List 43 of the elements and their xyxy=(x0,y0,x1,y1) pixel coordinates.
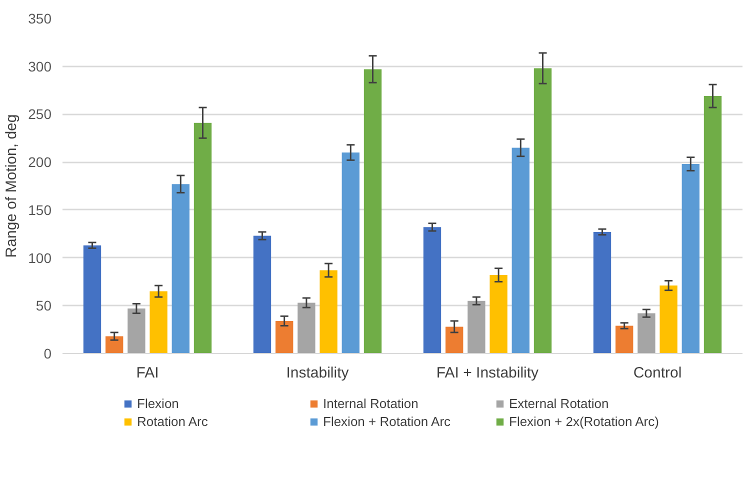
bar xyxy=(83,245,102,354)
bar xyxy=(616,326,634,354)
bar xyxy=(172,184,190,354)
y-axis-title: Range of Motion, deg xyxy=(3,114,20,258)
x-tick-label: FAI + Instability xyxy=(436,364,540,382)
bar xyxy=(194,122,212,354)
bar xyxy=(446,326,464,354)
y-tick-label: 300 xyxy=(28,58,52,74)
bar xyxy=(423,227,442,354)
legend-label: Internal Rotation xyxy=(323,395,420,411)
x-tick-label: Instability xyxy=(286,364,350,382)
legend-label: Rotation Arc xyxy=(137,413,209,429)
bar xyxy=(534,68,552,354)
legend-label: Flexion + Rotation Arc xyxy=(323,413,452,429)
legend-label: External Rotation xyxy=(509,395,610,411)
legend-label: Flexion + 2x(Rotation Arc) xyxy=(509,413,660,429)
bar xyxy=(512,148,530,354)
y-tick-label: 350 xyxy=(28,10,52,26)
bar xyxy=(106,336,124,354)
x-tick-label: FAI xyxy=(136,364,159,382)
y-tick-label: 250 xyxy=(28,106,52,122)
y-tick-label: 150 xyxy=(28,202,52,218)
bar xyxy=(364,69,382,354)
bar xyxy=(253,236,272,354)
bar xyxy=(342,152,360,354)
bar xyxy=(490,275,508,354)
bar xyxy=(660,286,678,354)
bar xyxy=(128,308,146,354)
bar xyxy=(638,313,656,354)
bar xyxy=(468,300,486,354)
x-tick-label: Control xyxy=(633,364,682,382)
bar xyxy=(276,320,294,354)
y-tick-label: 100 xyxy=(28,250,52,266)
y-tick-label: 200 xyxy=(28,154,52,170)
legend-label: Flexion xyxy=(137,395,180,411)
y-tick-label: 50 xyxy=(36,298,52,314)
bar xyxy=(682,164,700,354)
bar xyxy=(298,302,316,354)
y-tick-label: 0 xyxy=(44,346,52,362)
bar xyxy=(320,270,338,354)
bar xyxy=(150,291,168,354)
bar xyxy=(704,96,722,354)
bar xyxy=(593,232,612,354)
